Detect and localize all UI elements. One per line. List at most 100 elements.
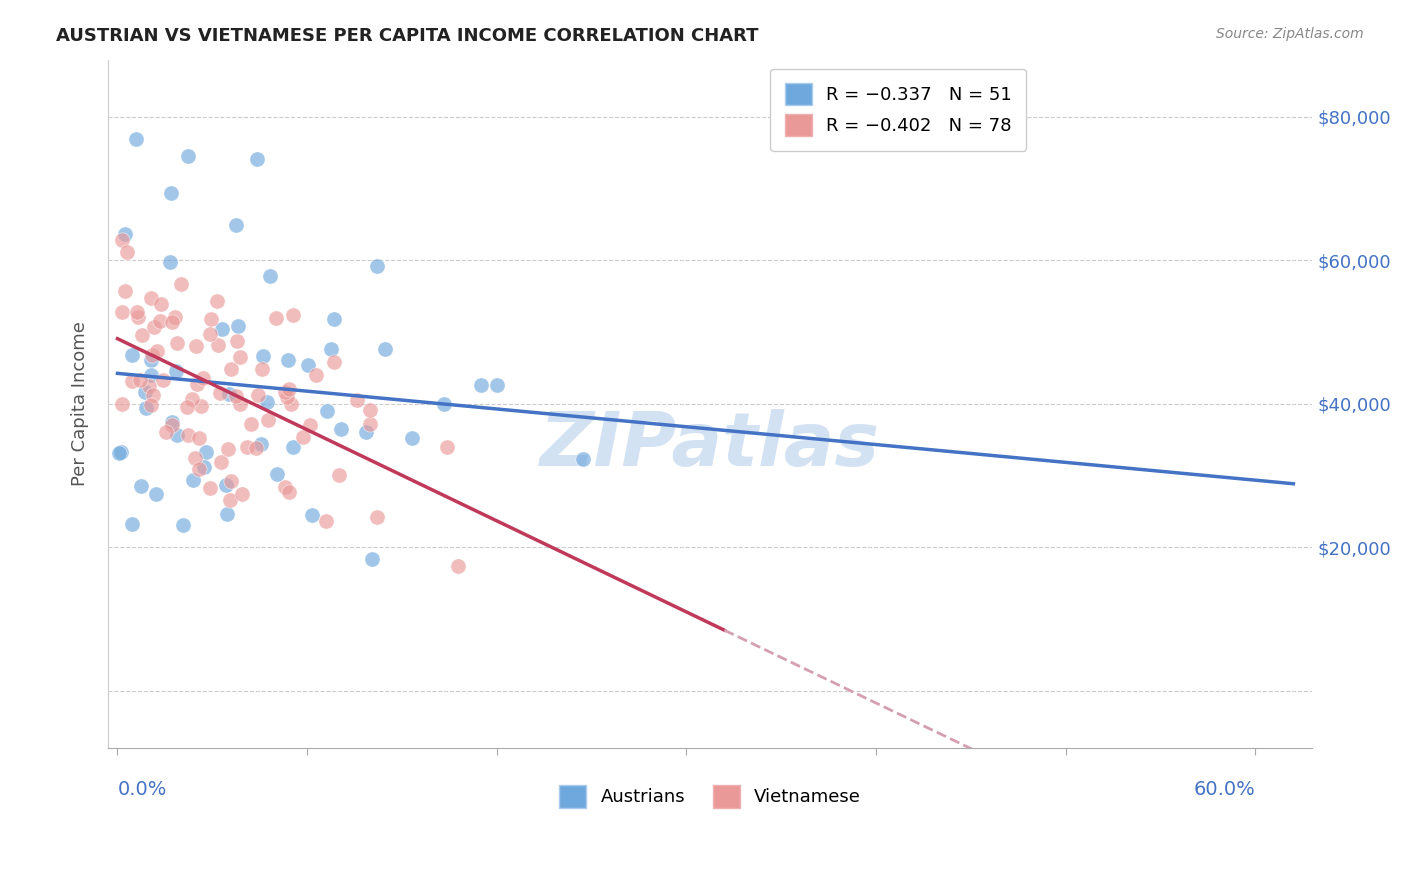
Point: [447, 558, 470, 573]
Point: [277, 352, 299, 367]
Point: [228, 397, 250, 411]
Point: [571, 452, 593, 467]
Point: [276, 390, 298, 404]
Point: [231, 486, 253, 500]
Point: [108, 446, 131, 460]
Point: [259, 269, 281, 284]
Point: [219, 475, 242, 489]
Text: ZIPatlas: ZIPatlas: [540, 409, 880, 482]
Point: [159, 186, 181, 201]
Point: [291, 430, 314, 444]
Point: [159, 255, 181, 269]
Legend: Austrians, Vietnamese: Austrians, Vietnamese: [553, 778, 869, 814]
Point: [169, 277, 191, 292]
Point: [181, 473, 204, 487]
Point: [166, 428, 188, 442]
Point: [277, 485, 299, 500]
Point: [359, 403, 381, 417]
Point: [139, 291, 162, 305]
Point: [316, 404, 339, 418]
Point: [245, 442, 267, 456]
Point: [183, 451, 205, 466]
Point: [145, 487, 167, 501]
Point: [166, 336, 188, 351]
Point: [149, 314, 172, 328]
Point: [138, 379, 160, 393]
Point: [186, 376, 208, 391]
Point: [215, 478, 238, 492]
Point: [125, 305, 148, 319]
Point: [297, 358, 319, 372]
Point: [160, 415, 183, 429]
Point: [274, 384, 297, 399]
Point: [129, 479, 152, 493]
Point: [163, 310, 186, 325]
Point: [359, 417, 381, 432]
Point: [298, 417, 321, 432]
Point: [121, 375, 143, 389]
Point: [177, 149, 200, 163]
Point: [111, 233, 134, 247]
Point: [200, 481, 222, 495]
Point: [252, 349, 274, 363]
Point: [141, 348, 163, 362]
Point: [280, 397, 302, 411]
Point: [225, 219, 247, 233]
Point: [131, 327, 153, 342]
Text: 0.0%: 0.0%: [118, 780, 167, 799]
Point: [315, 514, 337, 528]
Point: [160, 315, 183, 329]
Point: [121, 348, 143, 362]
Point: [330, 422, 353, 436]
Point: [360, 551, 382, 566]
Point: [264, 311, 287, 326]
Text: Source: ZipAtlas.com: Source: ZipAtlas.com: [1216, 27, 1364, 41]
Point: [278, 382, 301, 396]
Point: [215, 507, 238, 521]
Point: [226, 319, 249, 334]
Point: [266, 467, 288, 481]
Point: [256, 395, 278, 409]
Point: [374, 343, 396, 357]
Point: [184, 338, 207, 352]
Point: [250, 362, 273, 376]
Point: [117, 245, 139, 260]
Point: [160, 418, 183, 433]
Text: AUSTRIAN VS VIETNAMESE PER CAPITA INCOME CORRELATION CHART: AUSTRIAN VS VIETNAMESE PER CAPITA INCOME…: [56, 27, 759, 45]
Point: [229, 350, 252, 364]
Point: [128, 372, 150, 386]
Point: [114, 285, 136, 299]
Point: [305, 368, 328, 382]
Point: [190, 400, 212, 414]
Point: [401, 431, 423, 445]
Point: [246, 152, 269, 166]
Point: [366, 259, 388, 273]
Point: [281, 308, 304, 322]
Point: [274, 480, 297, 494]
Point: [176, 400, 198, 414]
Point: [218, 386, 240, 401]
Text: 60.0%: 60.0%: [1194, 780, 1256, 799]
Point: [142, 320, 165, 334]
Point: [225, 389, 247, 403]
Point: [110, 445, 132, 459]
Point: [433, 397, 456, 411]
Point: [172, 517, 194, 532]
Point: [218, 493, 240, 508]
Point: [217, 442, 239, 457]
Point: [207, 337, 229, 351]
Point: [226, 334, 249, 348]
Point: [301, 508, 323, 523]
Point: [121, 516, 143, 531]
Y-axis label: Per Capita Income: Per Capita Income: [72, 321, 89, 486]
Point: [135, 401, 157, 415]
Point: [246, 388, 269, 402]
Point: [165, 364, 187, 378]
Point: [145, 344, 167, 359]
Point: [150, 297, 173, 311]
Point: [134, 385, 156, 400]
Point: [322, 355, 344, 369]
Point: [152, 374, 174, 388]
Point: [257, 413, 280, 427]
Point: [111, 397, 134, 411]
